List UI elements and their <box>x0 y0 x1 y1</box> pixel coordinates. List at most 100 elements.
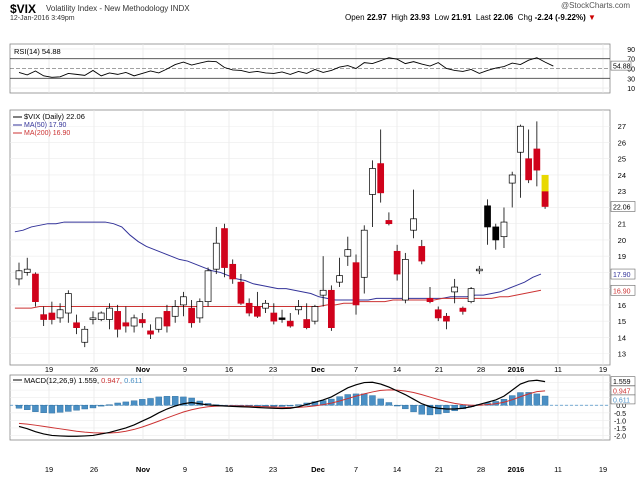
macd-histogram-bar <box>15 405 23 409</box>
x-tick-label: 16 <box>225 365 233 374</box>
rsi-value-tag <box>610 60 632 71</box>
candle-body <box>492 226 500 241</box>
candle-body <box>89 317 97 320</box>
symbol-label: $VIX <box>10 2 37 16</box>
candle-body <box>377 163 385 194</box>
x-tick-label-bottom: 23 <box>269 465 277 474</box>
macd-histogram-bar <box>410 405 417 413</box>
macd-histogram-bar <box>81 405 88 410</box>
down-arrow-icon: ▼ <box>588 13 596 22</box>
macd-histogram-bar <box>48 405 56 414</box>
candle-body <box>328 289 335 328</box>
candle-body <box>541 191 549 207</box>
macd-histogram-bar <box>435 405 442 415</box>
candle-body <box>163 311 171 327</box>
x-tick-label: 11 <box>554 365 562 374</box>
macd-histogram-bar <box>163 396 171 406</box>
candle-body <box>459 307 467 312</box>
chart-header: $VIX Volatility Index - New Methodology … <box>0 0 640 24</box>
candle-body <box>180 296 187 306</box>
x-tick-label: 2016 <box>508 365 525 374</box>
candle-body <box>278 317 286 320</box>
change-value: -2.24 (-9.22%) <box>534 13 586 22</box>
price-tick-label: 26 <box>618 138 626 147</box>
candle-body <box>270 312 278 322</box>
candle-body <box>418 246 426 262</box>
macd-value-tag-text: 0.611 <box>613 397 630 404</box>
x-tick-label: 19 <box>599 365 607 374</box>
candle-body <box>245 302 253 314</box>
x-tick-label: 7 <box>354 365 358 374</box>
macd-histogram-bar <box>270 405 278 407</box>
macd-value-tag-text: 0.947 <box>613 388 631 395</box>
macd-histogram-bar <box>106 404 113 406</box>
price-tick-label: 19 <box>618 252 626 261</box>
candle-body <box>212 242 220 270</box>
macd-histogram-bar <box>188 397 195 406</box>
x-tick-label: 19 <box>45 365 53 374</box>
macd-histogram-bar <box>73 405 80 411</box>
x-tick-label: 23 <box>269 365 277 374</box>
macd-histogram-bar <box>525 392 532 406</box>
macd-histogram-bar <box>361 393 368 406</box>
price-stats: Open 22.97 High 23.93 Low 21.91 Last 22.… <box>345 13 596 22</box>
macd-line <box>18 379 546 437</box>
macd-histogram-bar <box>278 405 286 407</box>
x-tick-label: 28 <box>477 365 485 374</box>
candle-body <box>344 249 352 257</box>
candle-body <box>262 302 269 309</box>
candle-body <box>467 288 475 303</box>
macd-histogram-bar <box>459 405 467 410</box>
macd-histogram-bar <box>517 392 524 406</box>
x-tick-label: 26 <box>90 365 98 374</box>
candle-body <box>196 301 204 319</box>
ma50-line <box>14 221 542 301</box>
macd-histogram-bar <box>369 395 376 406</box>
last-price-tag-text: 22.06 <box>613 204 631 211</box>
candle-body <box>106 307 113 320</box>
candle-body <box>484 205 491 228</box>
macd-histogram-bar <box>393 405 401 407</box>
candle-body <box>443 315 450 322</box>
price-tick-label: 15 <box>618 317 626 326</box>
candle-body <box>360 229 368 278</box>
x-tick-label: Nov <box>136 365 151 374</box>
candle-body <box>369 168 376 195</box>
candle-body <box>97 312 105 320</box>
x-tick-label-bottom: 14 <box>393 465 401 474</box>
price-tick-label: 25 <box>618 155 626 164</box>
macd-histogram-bar <box>97 405 105 407</box>
x-tick-label-bottom: 26 <box>90 465 98 474</box>
macd-histogram-bar <box>180 396 187 406</box>
candle-body <box>533 148 541 171</box>
candle-body <box>401 259 409 301</box>
candle-body <box>352 262 360 306</box>
macd-value-tag-text: 1.559 <box>613 379 631 386</box>
candle-body <box>73 322 80 328</box>
macd-histogram-bar <box>426 405 434 416</box>
rsi-value-tag-text: 54.88 <box>613 64 631 71</box>
macd-legend: MACD(12,26,9) 1.559, 0.947, 0.611 <box>24 376 142 385</box>
candle-body <box>188 307 195 324</box>
price-tick-label: 20 <box>618 236 626 245</box>
price-tick-label: 24 <box>618 171 626 180</box>
candle-body <box>147 330 154 335</box>
macd-histogram-bar <box>352 393 360 406</box>
candle-body <box>155 317 163 330</box>
candle-body <box>114 311 121 330</box>
candle-body <box>254 306 261 317</box>
macd-tick-label: -1.5 <box>614 426 626 433</box>
x-tick-label-bottom: 7 <box>354 465 358 474</box>
legend-ma200-label: MA(200) 16.90 <box>24 130 70 137</box>
macd-histogram-bar <box>541 395 549 406</box>
candle-body <box>286 320 294 327</box>
x-tick-label-bottom: 21 <box>435 465 443 474</box>
last-value: 22.06 <box>493 13 514 22</box>
x-tick-label: 9 <box>183 365 187 374</box>
rsi-line <box>18 57 554 78</box>
macd-histogram-bar <box>139 399 146 406</box>
ma50-tag <box>610 268 636 280</box>
candle-body <box>221 228 228 268</box>
macd-histogram-bar <box>171 396 179 406</box>
macd-histogram-bar <box>24 405 31 410</box>
